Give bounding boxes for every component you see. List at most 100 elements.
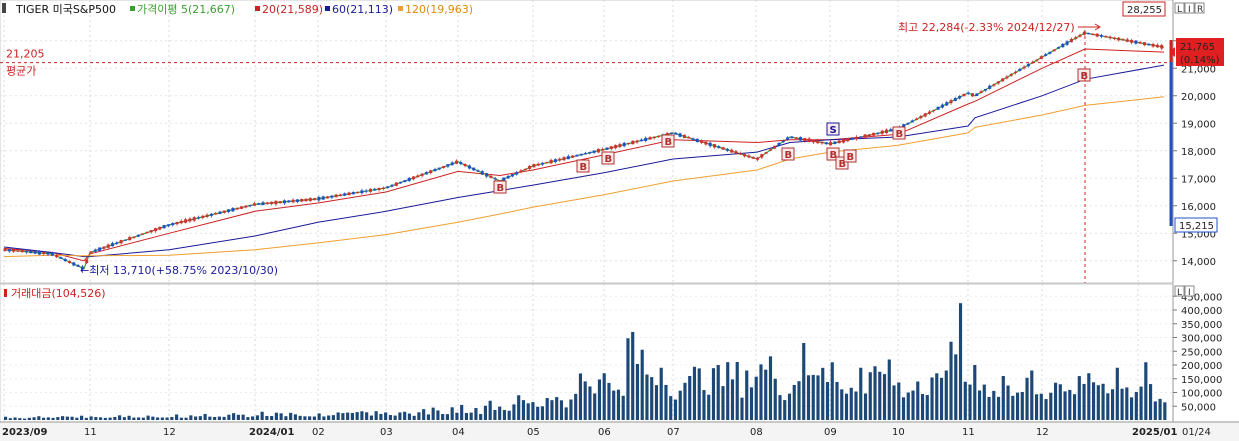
candle-body — [1091, 33, 1095, 36]
candle-body — [936, 106, 940, 110]
axis-button-i[interactable] — [1184, 2, 1195, 14]
volume-bar — [835, 381, 839, 420]
vol-button-l-label: L — [1177, 288, 1182, 298]
candle-body — [670, 132, 673, 134]
signal-label: B — [839, 159, 847, 170]
candle-body — [317, 197, 321, 201]
axis-button-i-label: I — [1188, 5, 1191, 15]
vol-button-i[interactable] — [1184, 285, 1195, 297]
candle-body — [842, 139, 845, 143]
candle-body — [218, 211, 222, 214]
candle-body — [1009, 74, 1013, 76]
volume-bar — [217, 416, 221, 420]
candle-body — [665, 133, 669, 136]
candle-body — [1057, 47, 1060, 49]
volume-bar — [274, 412, 278, 420]
volume-bar — [70, 416, 74, 420]
volume-bar — [612, 390, 616, 420]
volume-bar — [925, 395, 929, 420]
candle-body — [308, 198, 312, 202]
candle-body — [1138, 42, 1142, 44]
candle-body — [291, 199, 295, 203]
volume-bar — [1006, 385, 1010, 420]
candle-body — [996, 81, 1000, 84]
candle-body — [1095, 33, 1099, 37]
volume-axis-buttons[interactable]: L I — [1174, 285, 1195, 298]
price-axis-buttons[interactable]: L I R — [1174, 2, 1205, 15]
volume-bar — [502, 410, 507, 420]
volume-bars — [4, 303, 1167, 420]
volume-bar — [954, 354, 958, 420]
time-tick-label: 11 — [84, 427, 97, 438]
candle-body — [450, 162, 454, 166]
candle-body — [1069, 39, 1073, 43]
candle-body — [106, 244, 110, 248]
volume-bar — [897, 382, 901, 420]
candle-body — [274, 200, 278, 205]
candle-body — [347, 192, 351, 196]
chart-legend: TIGER 미국S&P500 가격이평 5(21,667) 20(21,589)… — [2, 3, 473, 16]
volume-bar — [141, 417, 145, 420]
candle-body — [111, 243, 114, 247]
volume-bar — [1039, 393, 1043, 420]
axis-button-l[interactable] — [1174, 2, 1185, 14]
candle-body — [717, 146, 721, 149]
candle-body — [343, 193, 347, 196]
candle-body — [463, 163, 467, 167]
volume-bar — [996, 396, 1001, 420]
candle-body — [799, 137, 802, 141]
candle-body — [803, 138, 807, 141]
sell-signal-marker: S — [826, 122, 840, 136]
candle-body — [734, 151, 738, 154]
candle-body — [403, 180, 407, 182]
volume-bar — [683, 382, 687, 420]
candle-body — [154, 228, 157, 232]
volume-bar — [303, 416, 307, 420]
candle-body — [1065, 41, 1069, 45]
candle-body — [287, 200, 291, 203]
signal-box — [826, 122, 840, 136]
candle-body — [553, 159, 557, 163]
volume-bar — [51, 417, 55, 420]
candle-body — [704, 141, 708, 145]
average-price-value: 21,205 — [6, 48, 45, 61]
buy-signal-marker: B — [601, 151, 615, 165]
candle-body — [910, 120, 914, 123]
candle-body — [102, 246, 106, 249]
volume-axis-ticks: 50,000 100,000 150,000 200,000 250,000 300,00… — [1173, 292, 1222, 413]
candle-body — [50, 252, 54, 256]
volume-bar — [906, 392, 910, 420]
candle-body — [876, 132, 880, 134]
axis-button-r[interactable] — [1194, 2, 1205, 14]
candle-body — [459, 162, 463, 165]
high-arrow-icon — [1078, 23, 1101, 31]
candle-body — [510, 174, 514, 177]
volume-bar — [778, 395, 782, 420]
candle-body — [373, 188, 377, 191]
volume-bar — [588, 386, 592, 420]
volume-bar — [616, 389, 621, 420]
candle-body — [334, 194, 338, 198]
volume-bar — [1020, 391, 1024, 420]
volume-bar — [4, 416, 8, 420]
volume-bar — [806, 375, 811, 420]
candle-body — [829, 142, 833, 146]
candle-body — [222, 210, 226, 213]
buy-signal-marker: B — [576, 159, 590, 173]
candle-body — [433, 168, 437, 172]
volume-bar — [726, 362, 730, 420]
candle-body — [1100, 35, 1103, 37]
ma20-line — [3, 48, 1165, 262]
volume-bar — [483, 405, 488, 420]
volume-bar — [987, 396, 991, 420]
signal-label: B — [1081, 71, 1089, 82]
candle-body — [123, 239, 127, 241]
price-tick-label: 15,000 — [1181, 229, 1216, 240]
vol-button-l[interactable] — [1174, 285, 1185, 297]
time-tick-label: 08 — [750, 427, 763, 438]
volume-bar — [179, 417, 183, 420]
volume-bar — [745, 370, 749, 420]
volume-bar — [787, 393, 792, 420]
volume-bar — [1091, 382, 1096, 420]
